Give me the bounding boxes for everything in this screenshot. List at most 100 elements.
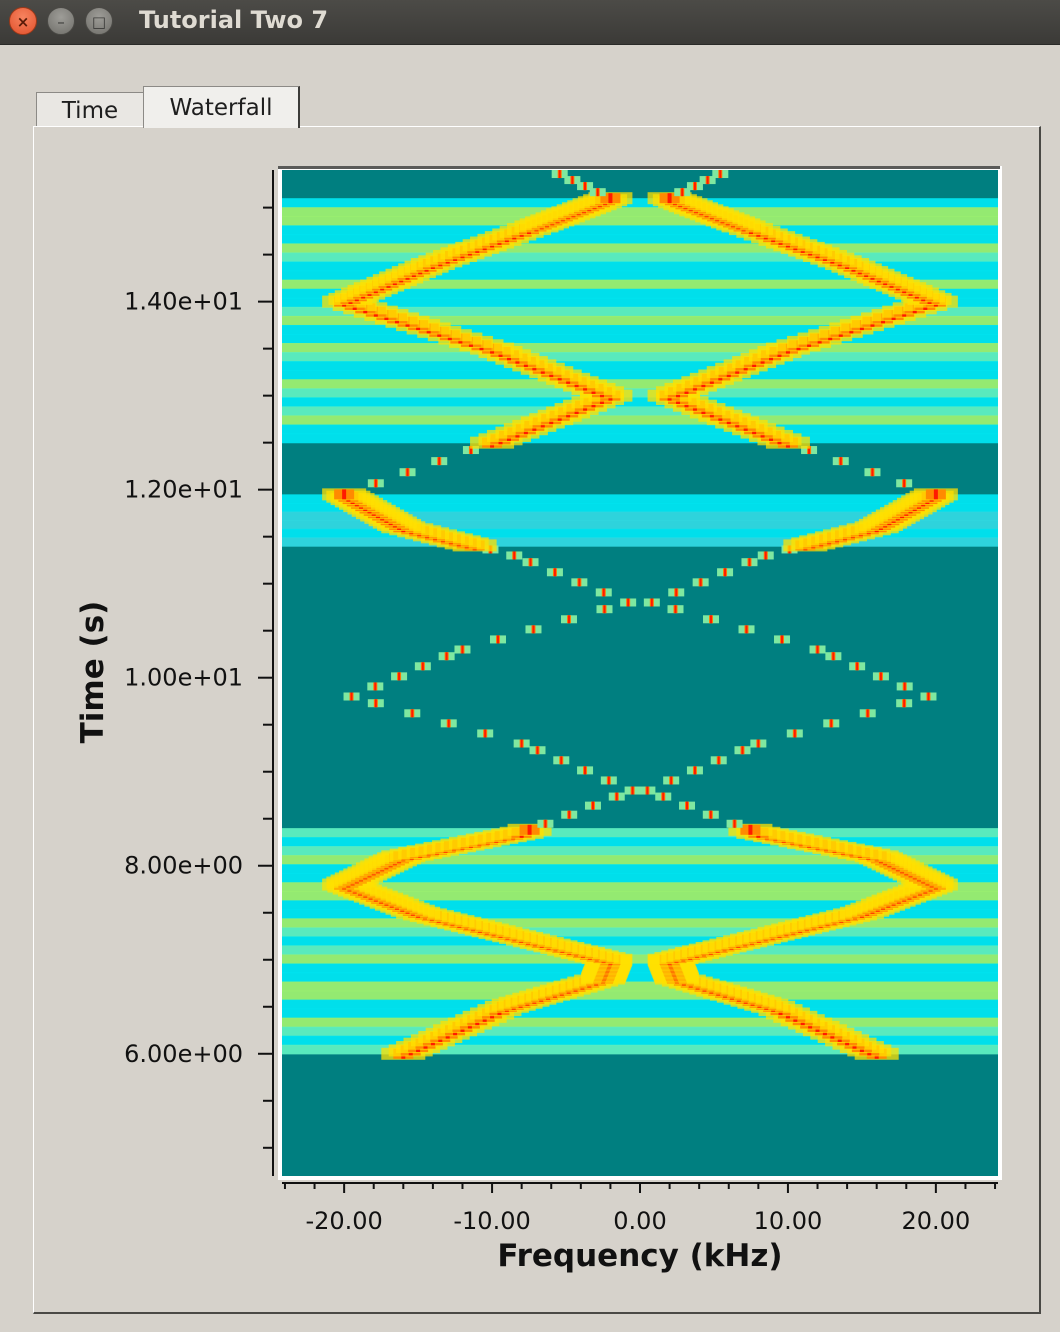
heatmap-band-row (282, 207, 998, 217)
maximize-button[interactable]: □ (85, 7, 113, 35)
heatmap-band-row (282, 864, 998, 874)
y-axis: 6.00e+00 8.00e+00 1.00e+01 1.20e+01 1.40e+01 (124, 170, 274, 1176)
heatmap-band-row (282, 990, 998, 1001)
chirp-dot-core (745, 625, 748, 634)
chirp-dot-core (808, 446, 811, 455)
chirp-dot-core (513, 551, 516, 560)
heatmap-band-row (282, 981, 998, 992)
heatmap-band-row (282, 528, 998, 539)
chirp-dot-core (681, 188, 684, 197)
chirp-dot-core (879, 672, 882, 681)
chirp-dot-core (757, 739, 760, 748)
chirp-dot-core (856, 662, 859, 671)
chirp-dot-core (374, 682, 377, 691)
heatmap-band-row (282, 406, 998, 417)
chirp-dot-core (461, 645, 464, 654)
chirp-dot-core (839, 457, 842, 466)
chirp-dot-core (484, 729, 487, 738)
chirp-peak (667, 193, 672, 204)
chirp-peak (527, 824, 532, 835)
chirp-dot-core (553, 568, 556, 577)
heatmap-band-row (282, 520, 998, 530)
chirp-dot-core (578, 578, 581, 587)
heatmap-band-row (282, 306, 998, 317)
chirp-dot-core (627, 598, 630, 607)
chirp-dot-core (445, 652, 448, 661)
chirp-peak (748, 824, 753, 835)
chirp-dot-core (903, 699, 906, 708)
chirp-dot-core (710, 615, 713, 624)
y-tick-label: 1.20e+01 (124, 476, 243, 504)
chirp-dot-core (374, 479, 377, 488)
chirp-dot-core (706, 176, 709, 185)
heatmap-band-row (282, 918, 998, 929)
chirp-dot-core (871, 468, 874, 477)
heatmap-band-row (282, 279, 998, 290)
chirp-dot-core (596, 188, 599, 197)
chirp-dot-core (520, 739, 523, 748)
heatmap-band-row (282, 963, 998, 974)
chirp-dot-core (350, 692, 353, 701)
heatmap-band-row (282, 972, 998, 983)
chirp-dot-core (764, 551, 767, 560)
heatmap-band-row (282, 954, 998, 965)
heatmap-band-row (282, 1035, 998, 1046)
tab-waterfall[interactable]: Waterfall (143, 86, 300, 128)
chirp-dot-core (719, 170, 722, 179)
window-title: Tutorial Two 7 (139, 6, 329, 34)
heatmap-band-row (282, 424, 998, 435)
heatmap-band-row (282, 537, 998, 547)
chirp-dot-core (717, 756, 720, 765)
y-tick-label: 6.00e+00 (124, 1040, 243, 1068)
chirp-dot-core (748, 558, 751, 567)
chirp-dot-core (816, 645, 819, 654)
chirp-dot-core (411, 709, 414, 718)
title-bar: × – □ Tutorial Two 7 (0, 0, 1060, 45)
y-tick-label: 1.40e+01 (124, 288, 243, 316)
chirp-dot-core (529, 558, 532, 567)
heatmap-band-row (282, 1008, 998, 1019)
minimize-button[interactable]: – (47, 7, 75, 35)
chirp-dot-core (374, 699, 377, 708)
heatmap-band-row (282, 343, 998, 353)
heatmap-band-row (282, 936, 998, 947)
heatmap-band-row (282, 288, 998, 299)
chirp-dot-core (447, 719, 450, 728)
chirp-dot-core (699, 578, 702, 587)
chirp-dot-core (615, 792, 618, 801)
heatmap-band-row (282, 252, 998, 263)
heatmap-band-row (282, 334, 998, 344)
chirp-dot-core (741, 746, 744, 755)
x-tick-label: 0.00 (613, 1207, 666, 1235)
x-axis-label: Frequency (kHz) (497, 1238, 782, 1274)
chirp-dot-core (568, 810, 571, 819)
chirp-dot-core (646, 786, 649, 795)
close-button[interactable]: × (9, 7, 37, 35)
tab-time[interactable]: Time (36, 92, 144, 128)
chirp-dot-core (724, 568, 727, 577)
chirp-dot-core (903, 682, 906, 691)
chirp-dot-core (421, 662, 424, 671)
chirp-dot-core (709, 810, 712, 819)
chirp-dot-core (793, 729, 796, 738)
heatmap-band-row (282, 225, 998, 236)
chirp-dot-core (733, 819, 736, 828)
chirp-dot-core (560, 756, 563, 765)
heatmap-band-row (282, 1017, 998, 1028)
heatmap-band-row (282, 909, 998, 919)
chirp-dot-core (674, 605, 677, 614)
heatmap-band-row (282, 234, 998, 245)
chirp-dot-core (602, 588, 605, 597)
heatmap-band-row (282, 315, 998, 326)
chirp-dot-core (536, 746, 539, 755)
chirp-dot-core (532, 625, 535, 634)
heatmap-band-row (282, 361, 998, 371)
chirp-dot-core (591, 801, 594, 810)
heatmap-band-row (282, 511, 998, 521)
chirp-dot-core (571, 176, 574, 185)
heatmap-area (282, 170, 998, 1176)
heatmap-band-row (282, 837, 998, 847)
heatmap-band-row (282, 324, 998, 335)
heatmap-band-row (282, 855, 998, 865)
